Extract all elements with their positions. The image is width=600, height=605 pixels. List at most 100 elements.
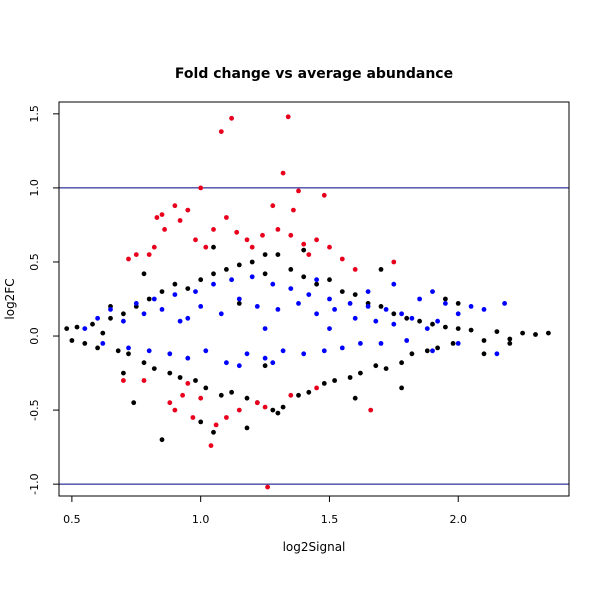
data-point-s1-69: [327, 326, 332, 331]
data-point-s0-46: [358, 370, 363, 376]
data-point-s0-78: [443, 296, 448, 302]
data-point-s1-48: [404, 338, 410, 343]
data-point-s1-8: [146, 348, 152, 354]
data-point-s1-62: [314, 277, 319, 283]
data-point-s2-28: [254, 400, 260, 406]
data-point-s2-37: [296, 188, 301, 194]
data-point-s0-88: [236, 301, 242, 306]
data-point-s2-23: [229, 115, 235, 121]
data-point-s0-20: [193, 378, 198, 383]
data-point-s0-37: [301, 274, 307, 280]
data-point-s1-4: [121, 318, 126, 324]
data-point-s2-47: [172, 407, 178, 413]
y-tick-label-5: 1.5: [28, 105, 41, 123]
data-point-s0-27: [236, 262, 242, 268]
y-tick-label-4: 1.0: [28, 179, 41, 197]
data-point-s1-25: [254, 304, 260, 309]
data-point-s2-39: [306, 252, 312, 257]
data-point-s0-40: [321, 381, 327, 386]
data-point-s0-76: [301, 247, 307, 253]
y-tick-label-1: -0.5: [28, 399, 41, 420]
data-point-s2-40: [314, 237, 319, 243]
data-point-s2-48: [198, 395, 204, 401]
data-point-s1-32: [301, 351, 307, 357]
data-point-s0-35: [288, 267, 294, 272]
data-point-s0-36: [296, 392, 301, 398]
data-point-s0-12: [141, 360, 147, 366]
y-tick-label-0: -1.0: [28, 473, 41, 494]
data-point-s1-16: [198, 304, 204, 309]
data-point-s0-2: [74, 324, 80, 330]
data-point-s2-22: [224, 215, 229, 220]
data-point-s1-6: [133, 301, 139, 306]
data-point-s1-1: [95, 315, 100, 321]
data-point-s2-4: [146, 252, 152, 257]
data-point-s0-57: [430, 321, 435, 327]
chart-title: Fold change vs average abundance: [175, 66, 453, 82]
data-point-s1-49: [409, 315, 415, 321]
data-point-s0-85: [507, 341, 513, 346]
data-point-s2-30: [265, 484, 270, 490]
data-point-s1-61: [365, 289, 371, 294]
data-point-s0-6: [100, 330, 106, 336]
data-point-s0-68: [546, 330, 551, 336]
data-point-s0-0: [64, 326, 70, 331]
data-point-s0-59: [443, 324, 448, 330]
data-point-s0-62: [468, 327, 474, 333]
data-point-s1-56: [468, 304, 474, 309]
data-point-s1-36: [327, 296, 332, 302]
data-point-s2-0: [121, 378, 126, 383]
data-point-s2-20: [213, 422, 219, 428]
data-point-s1-40: [352, 315, 358, 321]
data-point-s1-26: [262, 355, 268, 361]
data-point-s2-27: [249, 244, 255, 250]
data-point-s0-75: [262, 252, 268, 257]
data-point-s1-54: [443, 301, 448, 306]
data-point-s1-10: [159, 307, 165, 312]
data-point-s0-33: [275, 252, 281, 257]
data-point-s2-43: [339, 256, 345, 262]
data-point-s0-45: [352, 292, 358, 297]
data-point-s1-2: [100, 341, 106, 346]
data-point-s0-74: [211, 244, 216, 250]
data-point-s0-34: [280, 404, 286, 410]
data-point-s0-60: [450, 341, 456, 346]
data-point-s0-1: [69, 338, 75, 343]
data-point-s1-22: [236, 296, 242, 302]
data-point-s0-23: [211, 271, 216, 277]
data-point-s0-17: [172, 281, 178, 287]
data-point-s0-49: [378, 304, 384, 309]
data-point-s1-14: [185, 355, 191, 361]
data-point-s1-11: [167, 351, 173, 357]
data-point-s1-35: [321, 348, 327, 354]
data-point-s1-55: [455, 311, 461, 317]
data-point-s1-68: [262, 326, 268, 331]
data-point-s0-13: [146, 296, 152, 302]
data-point-s1-27: [270, 281, 276, 287]
data-point-s0-69: [159, 437, 165, 443]
data-point-s0-84: [481, 351, 487, 357]
data-point-s0-38: [306, 389, 312, 395]
y-tick-label-3: 0.5: [28, 253, 41, 271]
data-point-s1-65: [430, 348, 435, 354]
data-point-s1-3: [108, 307, 113, 312]
data-point-s0-52: [399, 360, 404, 366]
data-point-s2-18: [208, 443, 214, 448]
data-point-s2-12: [180, 392, 186, 398]
data-point-s1-24: [249, 274, 255, 280]
data-point-s2-19: [211, 227, 216, 232]
data-point-s2-7: [159, 212, 165, 218]
data-point-s1-33: [306, 292, 312, 297]
data-point-s0-82: [275, 410, 281, 416]
data-point-s1-23: [244, 351, 250, 357]
data-point-s1-66: [455, 341, 461, 346]
data-point-s2-11: [177, 218, 183, 223]
data-point-s2-42: [327, 244, 332, 250]
data-point-s1-60: [391, 281, 397, 287]
data-point-s0-48: [373, 363, 379, 369]
data-point-s2-17: [203, 244, 209, 250]
data-point-s1-28: [275, 307, 281, 312]
y-axis-label: log2FC: [3, 278, 17, 319]
data-point-s0-58: [435, 345, 440, 351]
